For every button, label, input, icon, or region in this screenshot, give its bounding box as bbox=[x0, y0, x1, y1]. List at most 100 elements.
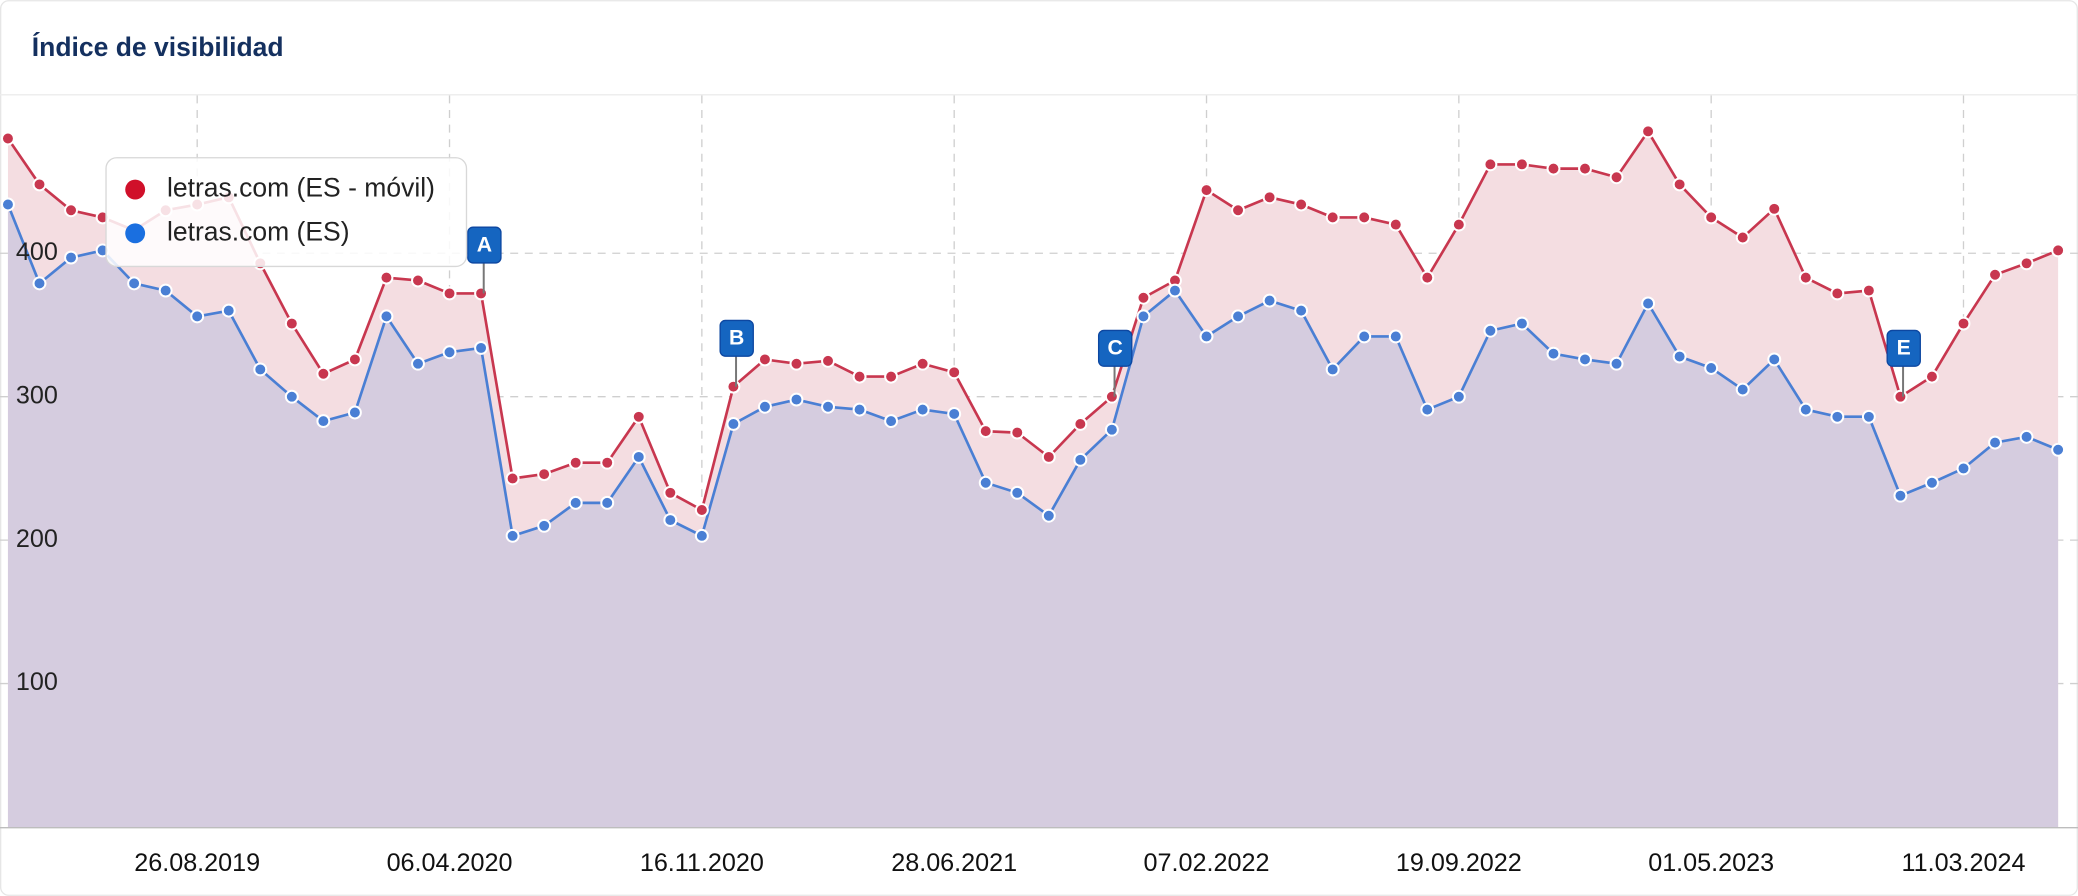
card-title: Índice de visibilidad bbox=[32, 32, 284, 62]
data-point bbox=[64, 203, 78, 218]
data-point bbox=[1294, 303, 1309, 318]
data-point bbox=[1294, 197, 1309, 212]
data-point bbox=[1325, 362, 1340, 377]
data-point bbox=[32, 276, 47, 291]
legend-box bbox=[105, 157, 468, 268]
y-tick-label: 300 bbox=[16, 381, 58, 409]
event-flag bbox=[1097, 329, 1133, 367]
data-point bbox=[1735, 230, 1750, 245]
data-point bbox=[1168, 283, 1182, 298]
data-point bbox=[1861, 283, 1876, 298]
data-point bbox=[821, 399, 835, 414]
data-point bbox=[316, 366, 331, 381]
data-point bbox=[221, 303, 236, 318]
x-tick-label: 11.03.2024 bbox=[1901, 849, 2025, 877]
data-point bbox=[757, 352, 772, 367]
data-point bbox=[1262, 190, 1277, 205]
data-point bbox=[1893, 389, 1908, 404]
legend-swatch bbox=[125, 179, 146, 200]
data-point bbox=[505, 471, 520, 486]
data-point bbox=[1798, 402, 1813, 417]
data-point bbox=[537, 518, 552, 533]
data-point bbox=[947, 365, 962, 380]
data-point bbox=[600, 455, 615, 470]
data-point bbox=[568, 495, 583, 510]
data-point bbox=[1924, 475, 1939, 490]
data-point bbox=[1073, 417, 1088, 431]
data-point bbox=[694, 503, 709, 517]
data-point bbox=[1451, 217, 1466, 232]
data-point bbox=[1861, 409, 1876, 424]
data-point bbox=[1956, 461, 1971, 476]
data-point bbox=[694, 528, 709, 543]
data-point bbox=[726, 379, 741, 394]
data-point bbox=[1609, 170, 1624, 185]
data-point bbox=[1136, 309, 1151, 324]
data-point bbox=[190, 309, 205, 324]
data-point bbox=[1357, 329, 1372, 344]
data-point bbox=[1767, 352, 1782, 367]
event-flag bbox=[719, 319, 754, 357]
event-label: C bbox=[1108, 337, 1123, 360]
data-point bbox=[1388, 217, 1403, 232]
data-point bbox=[442, 345, 457, 360]
data-point bbox=[1956, 316, 1971, 331]
y-tick-label: 200 bbox=[16, 525, 58, 553]
data-point bbox=[663, 485, 678, 500]
data-point bbox=[379, 270, 394, 285]
data-point bbox=[2051, 442, 2066, 457]
data-point bbox=[1483, 323, 1498, 338]
data-point bbox=[158, 283, 173, 298]
data-point bbox=[253, 362, 268, 377]
data-point bbox=[1641, 296, 1656, 311]
event-label: B bbox=[729, 327, 744, 350]
data-point bbox=[884, 369, 899, 384]
data-point bbox=[1231, 309, 1246, 324]
data-point bbox=[1357, 210, 1372, 225]
data-point bbox=[474, 286, 489, 301]
data-point bbox=[1988, 267, 2002, 282]
data-point bbox=[631, 449, 646, 464]
event-flag bbox=[1886, 329, 1921, 367]
data-point bbox=[1104, 422, 1119, 437]
data-point bbox=[884, 414, 899, 429]
series-area bbox=[7, 204, 2059, 828]
data-point bbox=[1830, 409, 1845, 424]
data-point bbox=[1893, 488, 1908, 503]
data-point bbox=[978, 424, 993, 439]
legend-label: letras.com (ES) bbox=[167, 216, 350, 246]
data-point bbox=[1041, 508, 1056, 523]
data-point bbox=[852, 402, 867, 417]
data-point bbox=[411, 273, 425, 288]
y-tick-label: 400 bbox=[16, 238, 58, 266]
data-point bbox=[1325, 210, 1340, 225]
data-point bbox=[1073, 452, 1088, 467]
data-point bbox=[347, 405, 362, 420]
data-point bbox=[284, 389, 299, 404]
data-point bbox=[1451, 389, 1466, 404]
data-point bbox=[2051, 243, 2066, 258]
data-point bbox=[1262, 293, 1277, 308]
data-point bbox=[1735, 382, 1750, 397]
data-point bbox=[663, 513, 678, 528]
data-point bbox=[726, 417, 741, 431]
x-tick-label: 07.02.2022 bbox=[1144, 849, 1270, 877]
legend-label: letras.com (ES - móvil) bbox=[167, 173, 435, 203]
x-tick-label: 26.08.2019 bbox=[134, 849, 260, 877]
data-point bbox=[1136, 290, 1151, 305]
data-point bbox=[789, 392, 804, 407]
x-tick-label: 19.09.2022 bbox=[1396, 849, 1522, 877]
data-point bbox=[1010, 425, 1025, 440]
data-point bbox=[1924, 369, 1939, 384]
data-point bbox=[1672, 177, 1687, 192]
data-point bbox=[1578, 352, 1592, 367]
data-point bbox=[1988, 435, 2002, 450]
data-point bbox=[1830, 286, 1845, 301]
data-point bbox=[0, 131, 15, 146]
data-point bbox=[284, 316, 299, 331]
event-label: A bbox=[477, 233, 492, 256]
data-point bbox=[379, 309, 394, 324]
data-point bbox=[32, 177, 47, 192]
data-point bbox=[757, 399, 772, 414]
data-point bbox=[1514, 316, 1529, 331]
